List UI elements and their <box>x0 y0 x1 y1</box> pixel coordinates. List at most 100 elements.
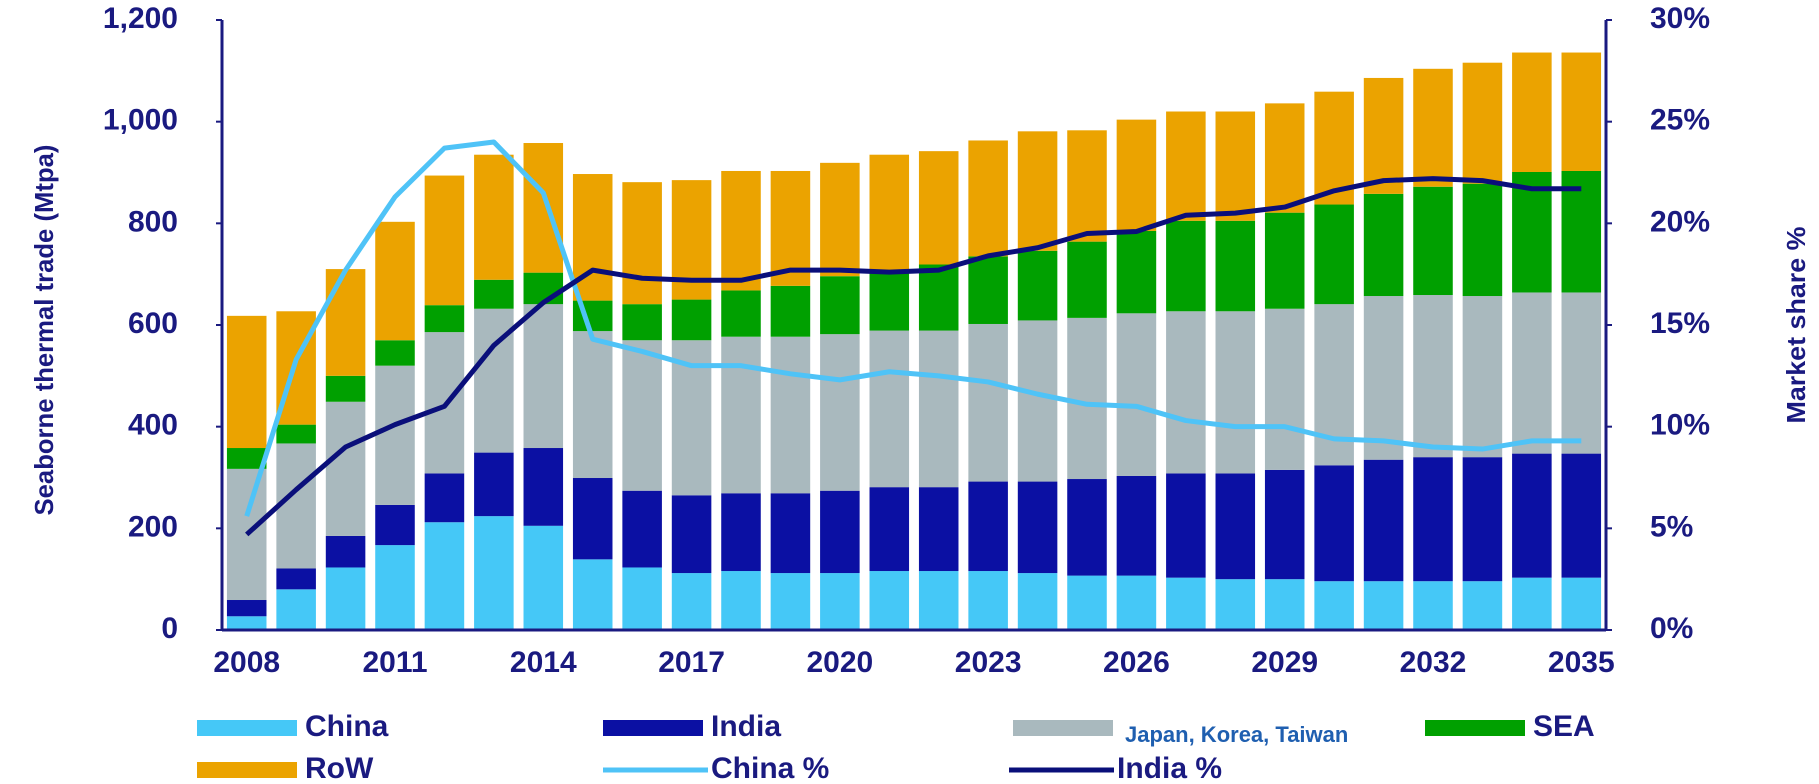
bar-segment <box>1264 579 1305 630</box>
y-tick-label: 0 <box>161 612 178 645</box>
bar-segment <box>375 365 415 505</box>
legend-label: RoW <box>305 752 374 784</box>
bar-segment <box>770 285 811 337</box>
bar-segment <box>869 330 910 488</box>
bar-segment <box>721 290 761 337</box>
bar-segment <box>424 305 465 333</box>
bar-segment <box>1264 308 1305 470</box>
bar-segment <box>1215 220 1256 312</box>
bar-segment <box>820 573 860 630</box>
line-series <box>245 176 1582 537</box>
bar-segment <box>968 256 1008 324</box>
bar-segment <box>1512 453 1552 578</box>
line-series <box>244 139 1582 517</box>
y2-tick-label: 25% <box>1650 104 1710 137</box>
bar-segment <box>325 401 366 536</box>
bar-segment <box>1017 481 1058 574</box>
bar-segment <box>523 143 564 273</box>
y-tick-label: 1,000 <box>103 104 178 137</box>
bar-segment <box>375 545 415 630</box>
bar-segment <box>424 522 465 630</box>
bar-segment <box>820 490 860 574</box>
bar-segment <box>1561 292 1602 454</box>
bar-segment <box>721 493 761 572</box>
bar-segment <box>325 567 366 630</box>
bar-segment <box>1017 320 1058 482</box>
bar-segment <box>820 334 860 491</box>
x-tick-label: 2026 <box>1103 646 1170 679</box>
bar-segment <box>226 448 267 469</box>
bar-segment <box>1067 479 1107 576</box>
bar-segment <box>1363 77 1404 194</box>
bar-segment <box>276 589 316 630</box>
bar-segment <box>671 299 712 341</box>
x-tick-label: 2035 <box>1548 646 1615 679</box>
bar-segment <box>1264 469 1305 580</box>
bar-segment <box>820 162 860 277</box>
bar-segment <box>721 336 761 494</box>
bar-segment <box>1512 52 1552 172</box>
x-tick-label: 2011 <box>362 646 427 679</box>
bar-segment <box>1067 130 1107 242</box>
bar-segment <box>1116 230 1157 314</box>
bar-segment <box>1363 459 1404 582</box>
bar-segment <box>1017 573 1058 630</box>
bar-segment <box>375 221 415 341</box>
legend-swatch <box>197 762 297 778</box>
bar-segment <box>572 331 613 479</box>
x-tick-label: 2017 <box>658 646 725 679</box>
y-tick-label: 400 <box>128 409 178 442</box>
legend-label: India <box>711 710 781 743</box>
legend-label: China % <box>711 752 829 784</box>
bar-segment <box>1017 131 1058 251</box>
bar-segment <box>226 600 267 617</box>
bar-segment <box>820 276 860 335</box>
bar-segment <box>869 571 910 630</box>
bar-segment <box>523 448 564 526</box>
bar-segment <box>968 140 1008 257</box>
bar-segment <box>1116 119 1157 231</box>
bar-segment <box>1314 581 1354 630</box>
bar-segment <box>671 495 712 574</box>
y2-tick-label: 10% <box>1650 409 1710 442</box>
bar-segment <box>918 264 959 331</box>
bar-segment <box>1462 581 1503 630</box>
y-tick-label: 600 <box>128 307 178 340</box>
legend-label: SEA <box>1533 710 1595 743</box>
legend-swatch <box>1013 720 1113 736</box>
bar-segment <box>869 154 910 271</box>
bar-segment <box>424 175 465 306</box>
bar-segment <box>1561 52 1602 171</box>
bar-segment <box>1116 313 1157 476</box>
bar-segment <box>1166 111 1206 221</box>
bar-segment <box>523 272 564 305</box>
bar-segment <box>721 170 761 291</box>
bar-segment <box>1067 241 1107 318</box>
bar-segment <box>1215 473 1256 580</box>
y2-tick-label: 20% <box>1650 205 1710 238</box>
x-tick-label: 2020 <box>806 646 873 679</box>
bar-segment <box>968 481 1008 572</box>
bar-segment <box>1462 457 1503 582</box>
y-tick-label: 200 <box>128 510 178 543</box>
bar-segment <box>572 559 613 630</box>
bar-segment <box>523 525 564 630</box>
bar-segment <box>918 571 959 630</box>
bar-segment <box>1413 186 1453 296</box>
x-tick-label: 2014 <box>510 646 577 679</box>
bar-segment <box>1314 465 1354 582</box>
y-axis-title: Seaborne thermal trade (Mtpa) <box>29 145 59 516</box>
bar-segment <box>770 170 811 286</box>
bar-segment <box>474 516 514 630</box>
bar-segment <box>1363 193 1404 297</box>
bar-segment <box>1512 292 1552 454</box>
bar-segment <box>1116 575 1157 630</box>
bar-segment <box>1413 581 1453 630</box>
x-tick-label: 2023 <box>955 646 1022 679</box>
bar-segment <box>622 182 662 305</box>
y2-axis-title: Market share % <box>1781 227 1811 424</box>
bar-segment <box>1363 296 1404 460</box>
bar-segment <box>918 487 959 572</box>
y-tick-label: 1,200 <box>103 2 178 35</box>
bar-segment <box>276 443 316 569</box>
